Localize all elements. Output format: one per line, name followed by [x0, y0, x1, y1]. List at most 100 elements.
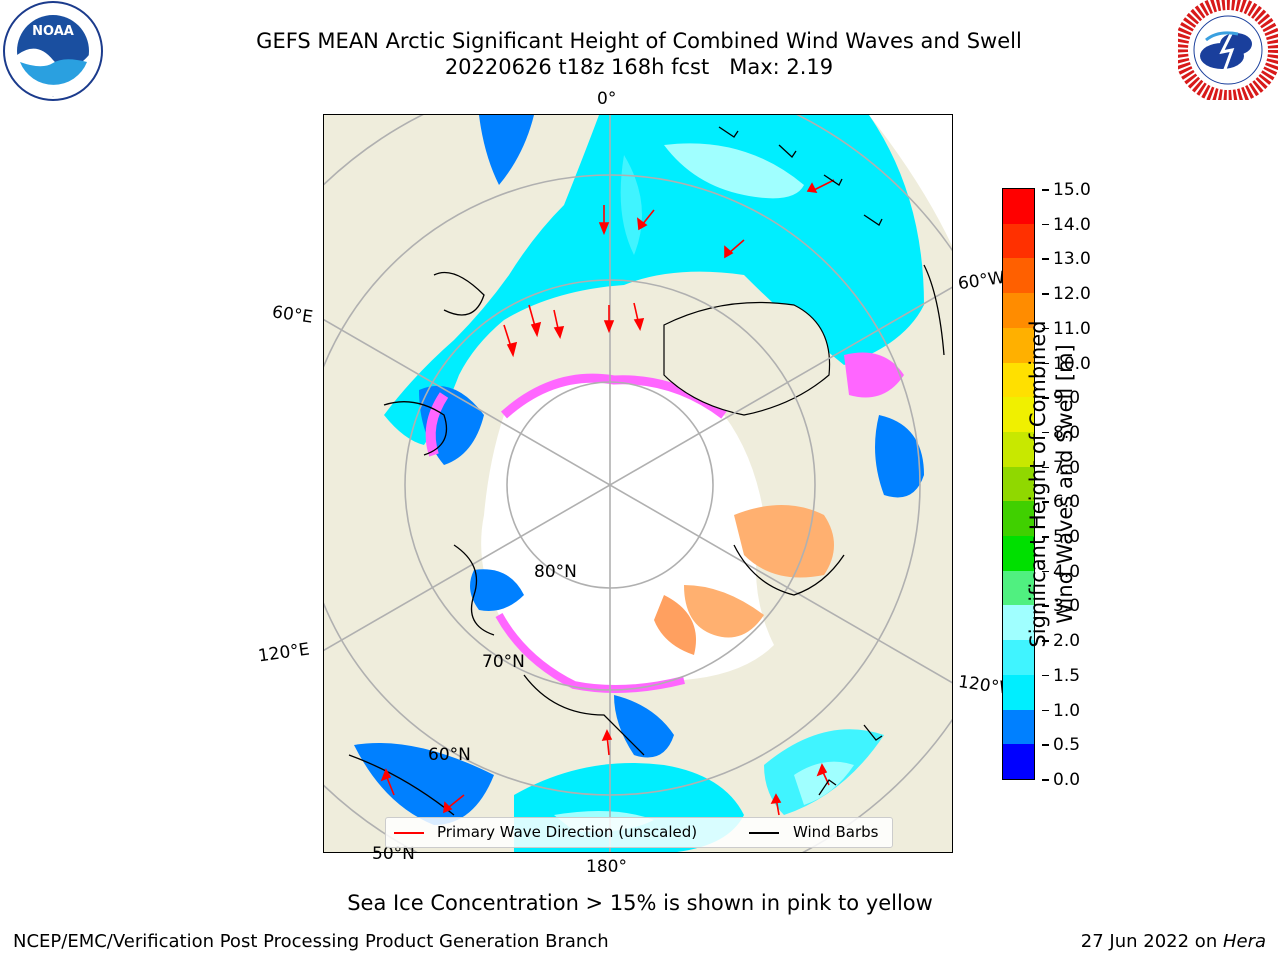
okhotsk-water: [354, 743, 494, 825]
colorbar-tick-mark: [1042, 293, 1049, 295]
colorbar-label-line2: Wind Waves and Swell [m]: [1053, 344, 1077, 624]
coastlines: [348, 264, 945, 816]
noaa-logo: NOAA ·: [2, 0, 104, 102]
colorbar-tick-label: 4.0: [1053, 561, 1081, 582]
colorbar-tick-label: 7.0: [1053, 457, 1081, 478]
wind-barb: [718, 126, 739, 138]
colorbar-tick-mark: [1042, 223, 1049, 226]
colorbar-tick-mark: [1042, 397, 1049, 399]
wind-barb: [863, 214, 883, 226]
greenland-land: [663, 301, 831, 416]
wave-arrow: [530, 321, 542, 338]
colorbar-tick-label: 15.0: [1053, 180, 1091, 200]
lon-label-0: 0°: [597, 89, 617, 109]
colorbar-tick-mark: [1042, 640, 1049, 642]
map-legend: Primary Wave Direction (unscaled) Wind B…: [385, 817, 893, 848]
archipelago-ice: [684, 585, 764, 638]
colorbar-tick-mark: [1042, 466, 1049, 469]
wind-barb: [818, 779, 837, 796]
colorbar-tick-label: 0.0: [1053, 770, 1081, 790]
sea-ice-note: Sea Ice Concentration > 15% is shown in …: [347, 891, 933, 915]
wave-direction-arrows: [380, 179, 835, 816]
colorbar-tick-mark: [1042, 431, 1049, 434]
colorbar-tick-mark: [1042, 570, 1049, 573]
wave-arrow: [598, 222, 610, 236]
colorbar-tick-label: 1.0: [1053, 700, 1081, 721]
chukchi-water: [614, 695, 674, 758]
map-panel: [323, 114, 953, 853]
colorbar-segment: [1003, 293, 1034, 328]
colorbar-segment: [1003, 605, 1034, 641]
colorbar-tick-label: 6.0: [1053, 492, 1081, 513]
lat-label-80n: 80°N: [534, 562, 577, 582]
colorbar-segment: [1003, 397, 1034, 432]
chart-title: GEFS MEAN Arctic Significant Height of C…: [256, 29, 1022, 53]
colorbar-segment: [1003, 709, 1034, 745]
lon-label-60e: 60°E: [270, 302, 315, 328]
colorbar-segment: [1003, 536, 1034, 571]
colorbar-segment: [1003, 431, 1034, 467]
wave-arrow: [553, 326, 565, 340]
colorbar-segment: [1003, 570, 1034, 606]
out-of-domain-area: [869, 115, 952, 246]
wave-arrow: [506, 341, 518, 358]
wind-barb: [778, 144, 797, 158]
wave-arrow: [770, 793, 782, 804]
colorbar-tick-mark: [1042, 744, 1049, 746]
colorbar-segment: [1003, 466, 1034, 502]
colorbar-segment: [1003, 258, 1034, 294]
white-sea-area: [479, 115, 534, 185]
colorbar-label-line1: Significant Height of Combined: [1026, 320, 1050, 648]
colorbar-tick-mark: [1042, 501, 1049, 503]
colorbar-tick-mark: [1042, 709, 1049, 712]
lat-label-70n: 70°N: [482, 652, 525, 672]
footer-date: 27 Jun 2022 on: [1080, 931, 1223, 952]
colorbar-segment: [1003, 362, 1034, 398]
colorbar-segment: [1003, 744, 1034, 779]
legend-barb-label: Wind Barbs: [793, 823, 879, 841]
wind-barb: [863, 724, 883, 741]
wave-arrow: [806, 182, 818, 193]
legend-wave-label: Primary Wave Direction (unscaled): [437, 823, 698, 841]
colorbar: [1002, 188, 1035, 780]
colorbar-tick-label: 2.0: [1053, 631, 1081, 652]
colorbar-segment: [1003, 189, 1034, 224]
colorbar-tick-mark: [1042, 189, 1049, 191]
longitude-grid: [324, 115, 952, 852]
polar-map: [324, 115, 952, 852]
wave-arrow: [443, 801, 453, 814]
wave-arrow: [724, 245, 734, 259]
colorbar-tick-label: 9.0: [1053, 388, 1081, 409]
nws-logo: [1174, 0, 1280, 104]
wave-arrow: [603, 320, 615, 334]
colorbar-tick-mark: [1042, 605, 1049, 607]
colorbar-tick-label: 8.0: [1053, 422, 1081, 443]
chart-subtitle: 20220626 t18z 168h fcst Max: 2.19: [444, 55, 834, 79]
colorbar-tick-label: 12.0: [1053, 284, 1091, 305]
wave-arrow: [633, 318, 645, 332]
colorbar-tick-label: 1.5: [1053, 665, 1081, 686]
svg-text:·: ·: [52, 94, 53, 99]
wind-barb: [823, 174, 843, 186]
legend-wave-swatch: [394, 832, 424, 834]
wave-arrow: [816, 763, 828, 777]
colorbar-segment: [1003, 674, 1034, 710]
noaa-logo-text: NOAA: [32, 24, 74, 39]
colorbar-segment: [1003, 640, 1034, 675]
colorbar-segment: [1003, 501, 1034, 537]
colorbar-segment: [1003, 223, 1034, 259]
higher-swell-area: [664, 143, 804, 199]
ocean-open-water: [384, 115, 924, 445]
wave-arrow: [601, 729, 613, 741]
colorbar-tick-label: 0.5: [1053, 735, 1081, 756]
colorbar-tick-label: 3.0: [1053, 596, 1081, 617]
lon-label-60w: 60°W: [956, 267, 1007, 295]
lat-label-60n: 60°N: [428, 745, 471, 765]
lon-label-120e: 120°E: [256, 639, 311, 667]
footer-host: Hera: [1222, 931, 1266, 952]
colorbar-tick-label: 11.0: [1053, 318, 1091, 339]
colorbar-tick-mark: [1042, 674, 1049, 677]
lon-label-180: 180°: [586, 857, 627, 877]
lat-label-50n: 50°N: [372, 844, 415, 864]
colorbar-tick-mark: [1042, 258, 1049, 260]
